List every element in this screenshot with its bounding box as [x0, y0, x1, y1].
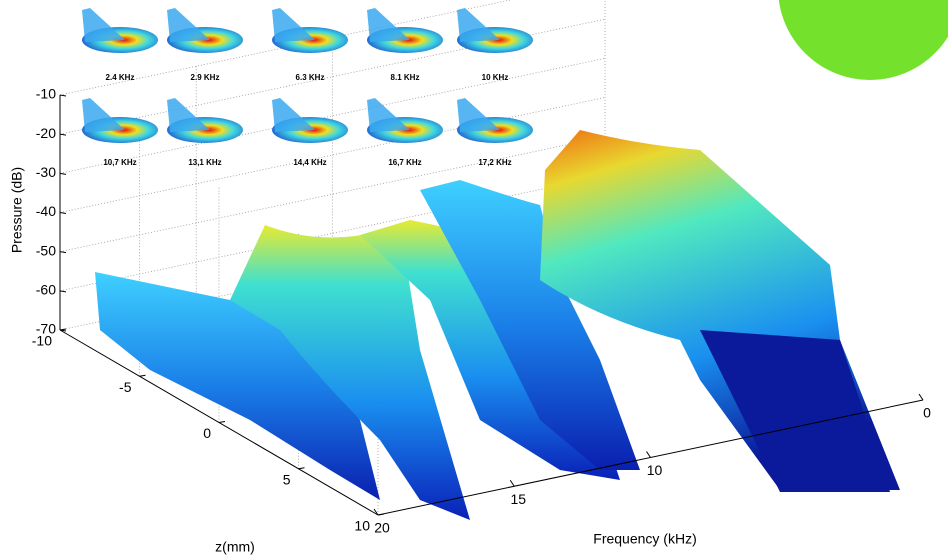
- inset-label: 6.3 KHz: [296, 73, 325, 82]
- inset-label: 17,2 KHz: [478, 158, 511, 167]
- z-tick-label: -40: [36, 203, 56, 219]
- inset-label: 14,4 KHz: [293, 158, 326, 167]
- z-tick-label: -10: [36, 86, 56, 102]
- tick-mark: [59, 290, 67, 293]
- z-axis-label: Pressure (dB): [9, 167, 25, 253]
- y-tick-label: -5: [119, 379, 132, 395]
- inset-sheet: [457, 98, 500, 132]
- y-tick-label: -10: [32, 333, 52, 349]
- z-tick-label: -20: [36, 125, 56, 141]
- tick-mark: [918, 393, 924, 401]
- tick-mark: [646, 451, 651, 458]
- z-tick-label: -70: [36, 321, 56, 337]
- inset-sheet: [367, 8, 410, 42]
- inset-sheet: [367, 98, 410, 132]
- tick-mark: [139, 374, 146, 377]
- tick-mark: [59, 212, 67, 214]
- inset-sheet: [82, 8, 125, 42]
- axis-line: [59, 329, 379, 516]
- inset-label: 2.9 KHz: [191, 73, 220, 82]
- x-tick-label: 15: [510, 491, 526, 507]
- surface: [95, 130, 900, 520]
- tick-mark: [218, 421, 226, 423]
- x-tick-label: 0: [923, 405, 931, 421]
- tick-mark: [59, 94, 67, 97]
- y-axis-label: z(mm): [215, 539, 255, 555]
- z-tick-label: -30: [36, 164, 56, 180]
- insets: 2.4 KHz 2.9 KHz 6.3 KHz 8.1 KHz 10 KHz 10,7 K…: [82, 8, 533, 167]
- z-tick-label: -60: [36, 282, 56, 298]
- y-tick-label: 10: [354, 518, 370, 534]
- axis-line: [377, 399, 924, 516]
- tick-mark: [59, 133, 67, 136]
- tick-mark: [59, 251, 67, 254]
- inset-sheet: [457, 8, 500, 42]
- y-tick-label: 0: [203, 425, 211, 441]
- inset-sheet: [167, 98, 210, 132]
- inset-label: 13,1 KHz: [188, 158, 221, 167]
- inset-label: 10 KHz: [482, 73, 509, 82]
- x-tick-label: 20: [374, 520, 390, 536]
- inset-label: 2.4 KHz: [106, 73, 135, 82]
- tick-mark: [509, 479, 515, 487]
- inset-sheet: [167, 8, 210, 42]
- decor-circle: [778, 0, 948, 80]
- inset-sheet: [272, 8, 315, 42]
- x-axis-label: Frequency (kHz): [593, 531, 696, 547]
- inset-sheet: [272, 98, 315, 132]
- inset-label: 16,7 KHz: [388, 158, 421, 167]
- inset-label: 8.1 KHz: [391, 73, 420, 82]
- tick-mark: [59, 172, 67, 175]
- x-tick-label: 10: [647, 462, 663, 478]
- tick-mark: [373, 508, 379, 516]
- z-tick-label: -50: [36, 242, 56, 258]
- y-tick-label: 5: [283, 471, 291, 487]
- tick-mark: [59, 328, 67, 331]
- tick-mark: [298, 467, 305, 470]
- inset-sheet: [82, 98, 125, 132]
- inset-label: 10,7 KHz: [103, 158, 136, 167]
